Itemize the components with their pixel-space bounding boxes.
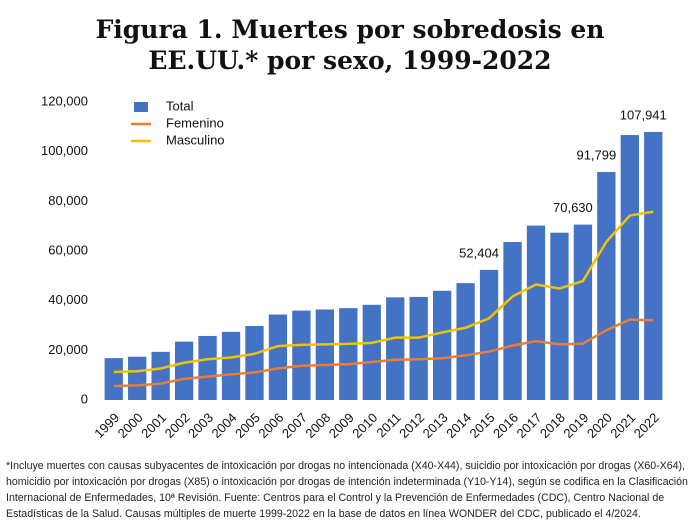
data-label: 91,799	[576, 147, 616, 162]
bar	[573, 224, 593, 400]
x-tick-label: 2003	[185, 410, 216, 441]
data-label: 70,630	[553, 200, 593, 215]
bar	[362, 304, 381, 400]
bar	[432, 290, 452, 400]
chart-title: Figura 1. Muertes por sobredosis en EE.U…	[95, 15, 605, 75]
x-tick-label: 2013	[420, 410, 451, 441]
x-tick-label: 2006	[255, 410, 286, 441]
bar	[292, 310, 311, 400]
bar	[268, 314, 288, 400]
line	[113, 318, 654, 388]
x-tick-label: 2007	[279, 410, 310, 441]
x-tick-label: 2014	[443, 410, 474, 441]
y-tick-label: 80,000	[48, 193, 88, 208]
x-tick-label: 2018	[537, 410, 568, 441]
y-tick-label: 60,000	[48, 242, 88, 257]
x-tick-label: 2000	[115, 410, 146, 441]
y-tick-label: 120,000	[41, 93, 88, 108]
x-tick-label: 2019	[560, 410, 591, 441]
bar	[456, 283, 475, 400]
y-tick-label: 100,000	[41, 143, 88, 158]
bar	[526, 225, 546, 400]
x-tick-label: 2016	[490, 410, 521, 441]
bar	[221, 331, 241, 400]
bar	[198, 335, 217, 400]
bar	[597, 172, 616, 400]
bar	[245, 325, 264, 400]
y-tick-label: 0	[81, 391, 88, 406]
bar	[315, 309, 335, 400]
bar	[151, 351, 170, 400]
bar	[128, 356, 147, 400]
bar	[174, 341, 194, 400]
bar	[550, 232, 569, 400]
data-label: 107,941	[620, 107, 667, 122]
x-tick-label: 2008	[302, 410, 333, 441]
bar	[386, 297, 405, 400]
legend-swatch	[134, 102, 148, 112]
x-tick-label: 2009	[326, 410, 357, 441]
legend-label: Total	[166, 98, 194, 113]
x-tick-label: 2017	[513, 410, 544, 441]
x-tick-label: 2015	[467, 410, 498, 441]
y-tick-label: 40,000	[48, 292, 88, 307]
x-tick-label: 2021	[607, 410, 638, 441]
x-tick-label: 2020	[584, 410, 615, 441]
x-tick-label: 2004	[209, 410, 240, 441]
bar	[479, 269, 499, 400]
legend-label: Femenino	[166, 115, 224, 130]
legend-label: Masculino	[166, 132, 225, 147]
x-tick-label: 2001	[138, 410, 169, 441]
bar	[644, 131, 663, 400]
data-label: 52,404	[459, 245, 499, 260]
x-tick-label: 2002	[162, 410, 193, 441]
footnote: *Incluye muertes con causas subyacentes …	[6, 460, 688, 520]
bar	[409, 296, 428, 400]
bar	[339, 308, 358, 400]
x-tick-label: 2022	[631, 410, 662, 441]
x-tick-label: 2012	[396, 410, 427, 441]
bar	[620, 135, 639, 400]
line	[113, 210, 654, 374]
x-tick-label: 2011	[373, 410, 403, 440]
x-tick-label: 1999	[91, 410, 122, 441]
y-tick-label: 20,000	[48, 342, 88, 357]
x-tick-label: 2010	[349, 410, 380, 441]
bar	[503, 241, 522, 400]
x-tick-label: 2005	[232, 410, 263, 441]
bar	[104, 358, 123, 400]
